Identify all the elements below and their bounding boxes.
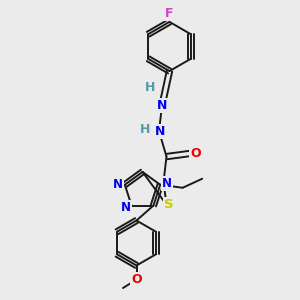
Text: N: N bbox=[121, 200, 131, 214]
Text: O: O bbox=[131, 273, 142, 286]
Text: N: N bbox=[162, 177, 172, 190]
Text: N: N bbox=[155, 124, 166, 138]
Text: N: N bbox=[157, 99, 167, 112]
Text: H: H bbox=[140, 123, 151, 136]
Text: F: F bbox=[165, 7, 174, 20]
Text: N: N bbox=[113, 178, 123, 191]
Text: H: H bbox=[145, 81, 155, 94]
Text: O: O bbox=[190, 147, 201, 160]
Text: S: S bbox=[164, 198, 174, 211]
